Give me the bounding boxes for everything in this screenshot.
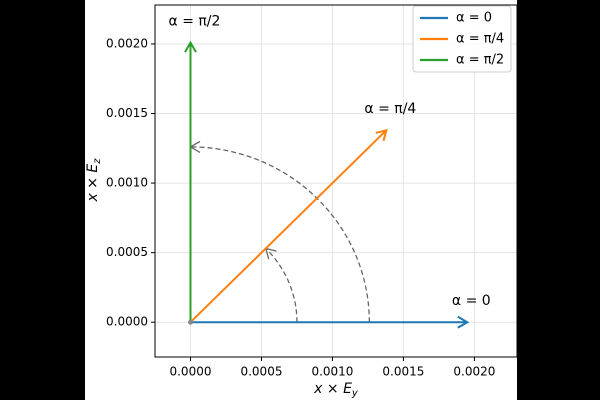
y-tick-label: 0.0015 (106, 106, 148, 120)
vector-arrowhead (457, 315, 470, 329)
x-tick-label: 0.0020 (453, 365, 495, 379)
y-axis-label-base: x × E (85, 164, 101, 203)
legend-label: α = π/2 (456, 53, 504, 68)
y-tick-label: 0.0020 (106, 36, 148, 50)
legend-label: α = π/4 (456, 32, 504, 47)
origin-point (187, 319, 193, 325)
legend-box (412, 5, 512, 73)
legend-label: α = 0 (456, 11, 492, 26)
x-axis-label-sub: y (351, 388, 359, 399)
vector-annotation: α = π/4 (364, 101, 416, 117)
y-axis-label-sub: z (92, 158, 103, 165)
y-tick-label: 0.0010 (106, 176, 148, 190)
vector (189, 129, 388, 323)
x-axis-label-base: x × E (313, 381, 352, 397)
x-tick-label: 0.0010 (311, 365, 353, 379)
y-axis-label: x × Ez (85, 158, 103, 203)
vector-arrowhead (184, 40, 197, 53)
x-tick-label: 0.0005 (240, 365, 282, 379)
x-tick-label: 0.0000 (169, 365, 211, 379)
x-axis-label: x × Ey (313, 381, 359, 399)
plot-frame (154, 4, 518, 358)
vector-annotation: α = 0 (452, 293, 491, 309)
y-tick-label: 0.0005 (106, 245, 148, 259)
legend: α = 0 α = π/4 α = π/2 (412, 5, 512, 73)
vector-annotation: α = π/2 (169, 14, 221, 30)
vector-arrowhead (375, 128, 388, 142)
y-tick-label: 0.0000 (106, 315, 148, 329)
angle-arc (265, 247, 298, 323)
x-tick-label: 0.0015 (382, 365, 424, 379)
